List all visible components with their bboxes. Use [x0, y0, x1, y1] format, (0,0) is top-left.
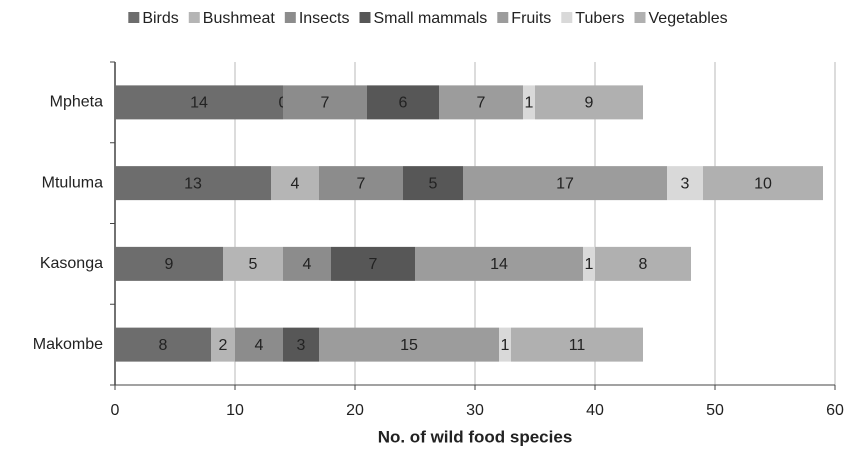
data-label: 8 — [159, 337, 168, 354]
data-label: 4 — [303, 256, 312, 273]
data-label: 8 — [639, 256, 648, 273]
data-label: 7 — [369, 256, 378, 273]
bar-segment — [415, 246, 583, 281]
data-label: 4 — [255, 337, 264, 354]
legend-label: Birds — [142, 10, 178, 27]
data-label: 7 — [477, 95, 486, 112]
bar-segment — [499, 327, 511, 362]
bar-segment — [403, 166, 463, 201]
bar-segment — [235, 327, 283, 362]
bar-segment — [667, 166, 703, 201]
legend-label: Insects — [299, 10, 350, 27]
bar-segment — [535, 85, 643, 120]
data-label: 4 — [291, 175, 300, 192]
x-tick-label: 20 — [346, 402, 364, 419]
legend-label: Vegetables — [649, 10, 728, 27]
bar-segment — [439, 85, 523, 120]
legend-marker — [561, 12, 573, 23]
data-label: 14 — [490, 256, 508, 273]
bar-segment — [319, 327, 499, 362]
data-label: 14 — [190, 95, 208, 112]
bar-segment — [583, 246, 595, 281]
bar-segment — [367, 85, 439, 120]
data-label: 7 — [321, 95, 330, 112]
data-label: 3 — [681, 175, 690, 192]
legend-label: Tubers — [575, 10, 624, 27]
bar-segment — [115, 85, 283, 120]
data-label: 5 — [249, 256, 258, 273]
data-label: 9 — [165, 256, 174, 273]
legend-label: Small mammals — [374, 10, 488, 27]
data-label: 11 — [569, 337, 586, 354]
x-tick-label: 60 — [826, 402, 844, 419]
data-label: 13 — [184, 175, 202, 192]
x-tick-label: 50 — [706, 402, 724, 419]
data-label: 17 — [556, 175, 574, 192]
bar-segment — [595, 246, 691, 281]
data-label: 1 — [525, 95, 534, 112]
legend-label: Fruits — [511, 10, 551, 27]
bar-segment — [511, 327, 643, 362]
y-tick-label: Kasonga — [40, 255, 103, 272]
x-tick-label: 40 — [586, 402, 604, 419]
bar-segment — [115, 166, 271, 201]
bar-segment — [211, 327, 235, 362]
data-label: 7 — [357, 175, 366, 192]
bar-segment — [283, 327, 319, 362]
data-label: 10 — [754, 175, 772, 192]
legend-marker — [284, 12, 296, 23]
bar-segment — [523, 85, 535, 120]
y-tick-label: Mtuluma — [42, 174, 103, 191]
bar-segment — [283, 246, 331, 281]
data-label: 15 — [400, 337, 418, 354]
legend-marker — [634, 12, 646, 23]
data-label: 5 — [429, 175, 438, 192]
y-tick-label: Mpheta — [50, 94, 103, 111]
legend-marker — [188, 12, 200, 23]
bar-segment — [331, 246, 415, 281]
x-axis-label: No. of wild food species — [378, 427, 573, 446]
data-label: 1 — [585, 256, 594, 273]
bar-segment — [223, 246, 283, 281]
x-tick-label: 10 — [226, 402, 244, 419]
data-label: 3 — [297, 337, 306, 354]
bar-segment — [283, 85, 367, 120]
x-tick-label: 0 — [111, 402, 120, 419]
data-label: 2 — [219, 337, 228, 354]
legend-label: Bushmeat — [203, 10, 276, 27]
bar-segment — [463, 166, 667, 201]
bar-segment — [115, 327, 211, 362]
legend-marker — [128, 12, 140, 23]
bar-segment — [271, 166, 319, 201]
bar-segment — [115, 246, 223, 281]
y-tick-label: Makombe — [33, 336, 103, 353]
bar-segment — [319, 166, 403, 201]
bar-segment — [703, 166, 823, 201]
legend-marker — [497, 12, 509, 23]
data-label: 6 — [399, 95, 408, 112]
x-tick-label: 30 — [466, 402, 484, 419]
data-label: 1 — [501, 337, 510, 354]
legend-marker — [359, 12, 371, 23]
data-label: 9 — [585, 95, 594, 112]
